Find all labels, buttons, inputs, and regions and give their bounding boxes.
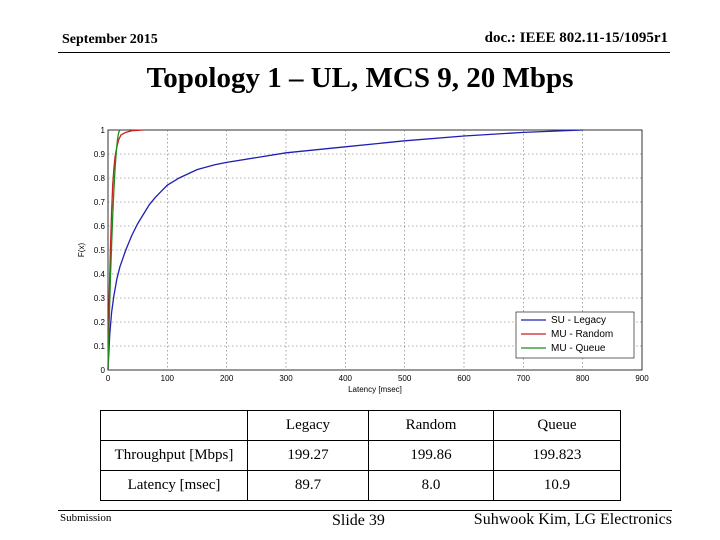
legend-label: SU - Legacy <box>551 315 606 326</box>
table-cell: 199.27 <box>247 440 369 471</box>
y-tick-label: 0.2 <box>94 318 106 327</box>
table-cell: 199.86 <box>368 440 494 471</box>
table-cell: Throughput [Mbps] <box>100 440 248 471</box>
footer-divider <box>58 510 672 511</box>
y-tick-label: 0.6 <box>94 222 106 231</box>
table-header-cell <box>100 410 248 441</box>
footer-slide-number: Slide 39 <box>332 512 385 529</box>
x-tick-label: 900 <box>635 374 649 383</box>
legend-label: MU - Queue <box>551 343 606 354</box>
y-axis-label: F(x) <box>77 243 86 258</box>
header-date: September 2015 <box>62 32 158 47</box>
y-tick-label: 0.4 <box>94 270 106 279</box>
x-tick-label: 100 <box>161 374 175 383</box>
table-header-row: Legacy Random Queue <box>100 410 621 441</box>
x-tick-label: 0 <box>106 374 111 383</box>
y-tick-label: 1 <box>101 126 106 135</box>
results-table: Legacy Random Queue Throughput [Mbps] 19… <box>100 410 621 501</box>
x-tick-label: 200 <box>220 374 234 383</box>
cdf-chart: 0 100 200 300 400 500 600 700 800 900 0 0.1 0.2 0.3 0.… <box>77 126 649 394</box>
legend-label: MU - Random <box>551 329 613 340</box>
table-row: Throughput [Mbps] 199.27 199.86 199.823 <box>100 440 621 471</box>
y-tick-label: 0.9 <box>94 150 106 159</box>
slide-title: Topology 1 – UL, MCS 9, 20 Mbps <box>146 62 574 94</box>
y-tick-label: 0.1 <box>94 342 106 351</box>
header-doc-id: doc.: IEEE 802.11-15/1095r1 <box>484 30 668 46</box>
series-line <box>107 129 144 371</box>
y-tick-label: 0.8 <box>94 174 106 183</box>
table-cell: 8.0 <box>368 470 494 501</box>
y-tick-label: 0.5 <box>94 246 106 255</box>
table-cell: 89.7 <box>247 470 369 501</box>
table-header-cell: Queue <box>493 410 621 441</box>
y-tick-label: 0 <box>101 366 106 375</box>
y-tick-label: 0.7 <box>94 198 106 207</box>
header-divider <box>58 52 670 53</box>
table-header-cell: Legacy <box>247 410 369 441</box>
x-tick-label: 600 <box>457 374 471 383</box>
table-cell: 199.823 <box>493 440 621 471</box>
table-header-cell: Random <box>368 410 494 441</box>
table-row: Latency [msec] 89.7 8.0 10.9 <box>100 470 621 501</box>
y-tick-label: 0.3 <box>94 294 106 303</box>
footer-author: Suhwook Kim, LG Electronics <box>473 511 672 528</box>
table-cell: 10.9 <box>493 470 621 501</box>
series-line <box>107 129 121 371</box>
series-line <box>107 129 583 371</box>
table-cell: Latency [msec] <box>100 470 248 501</box>
x-tick-label: 400 <box>339 374 353 383</box>
x-tick-label: 500 <box>398 374 412 383</box>
x-axis-label: Latency [msec] <box>348 385 402 394</box>
x-tick-label: 700 <box>517 374 531 383</box>
footer-submission: Submission <box>60 512 112 524</box>
x-tick-label: 300 <box>279 374 293 383</box>
x-tick-label: 800 <box>576 374 590 383</box>
